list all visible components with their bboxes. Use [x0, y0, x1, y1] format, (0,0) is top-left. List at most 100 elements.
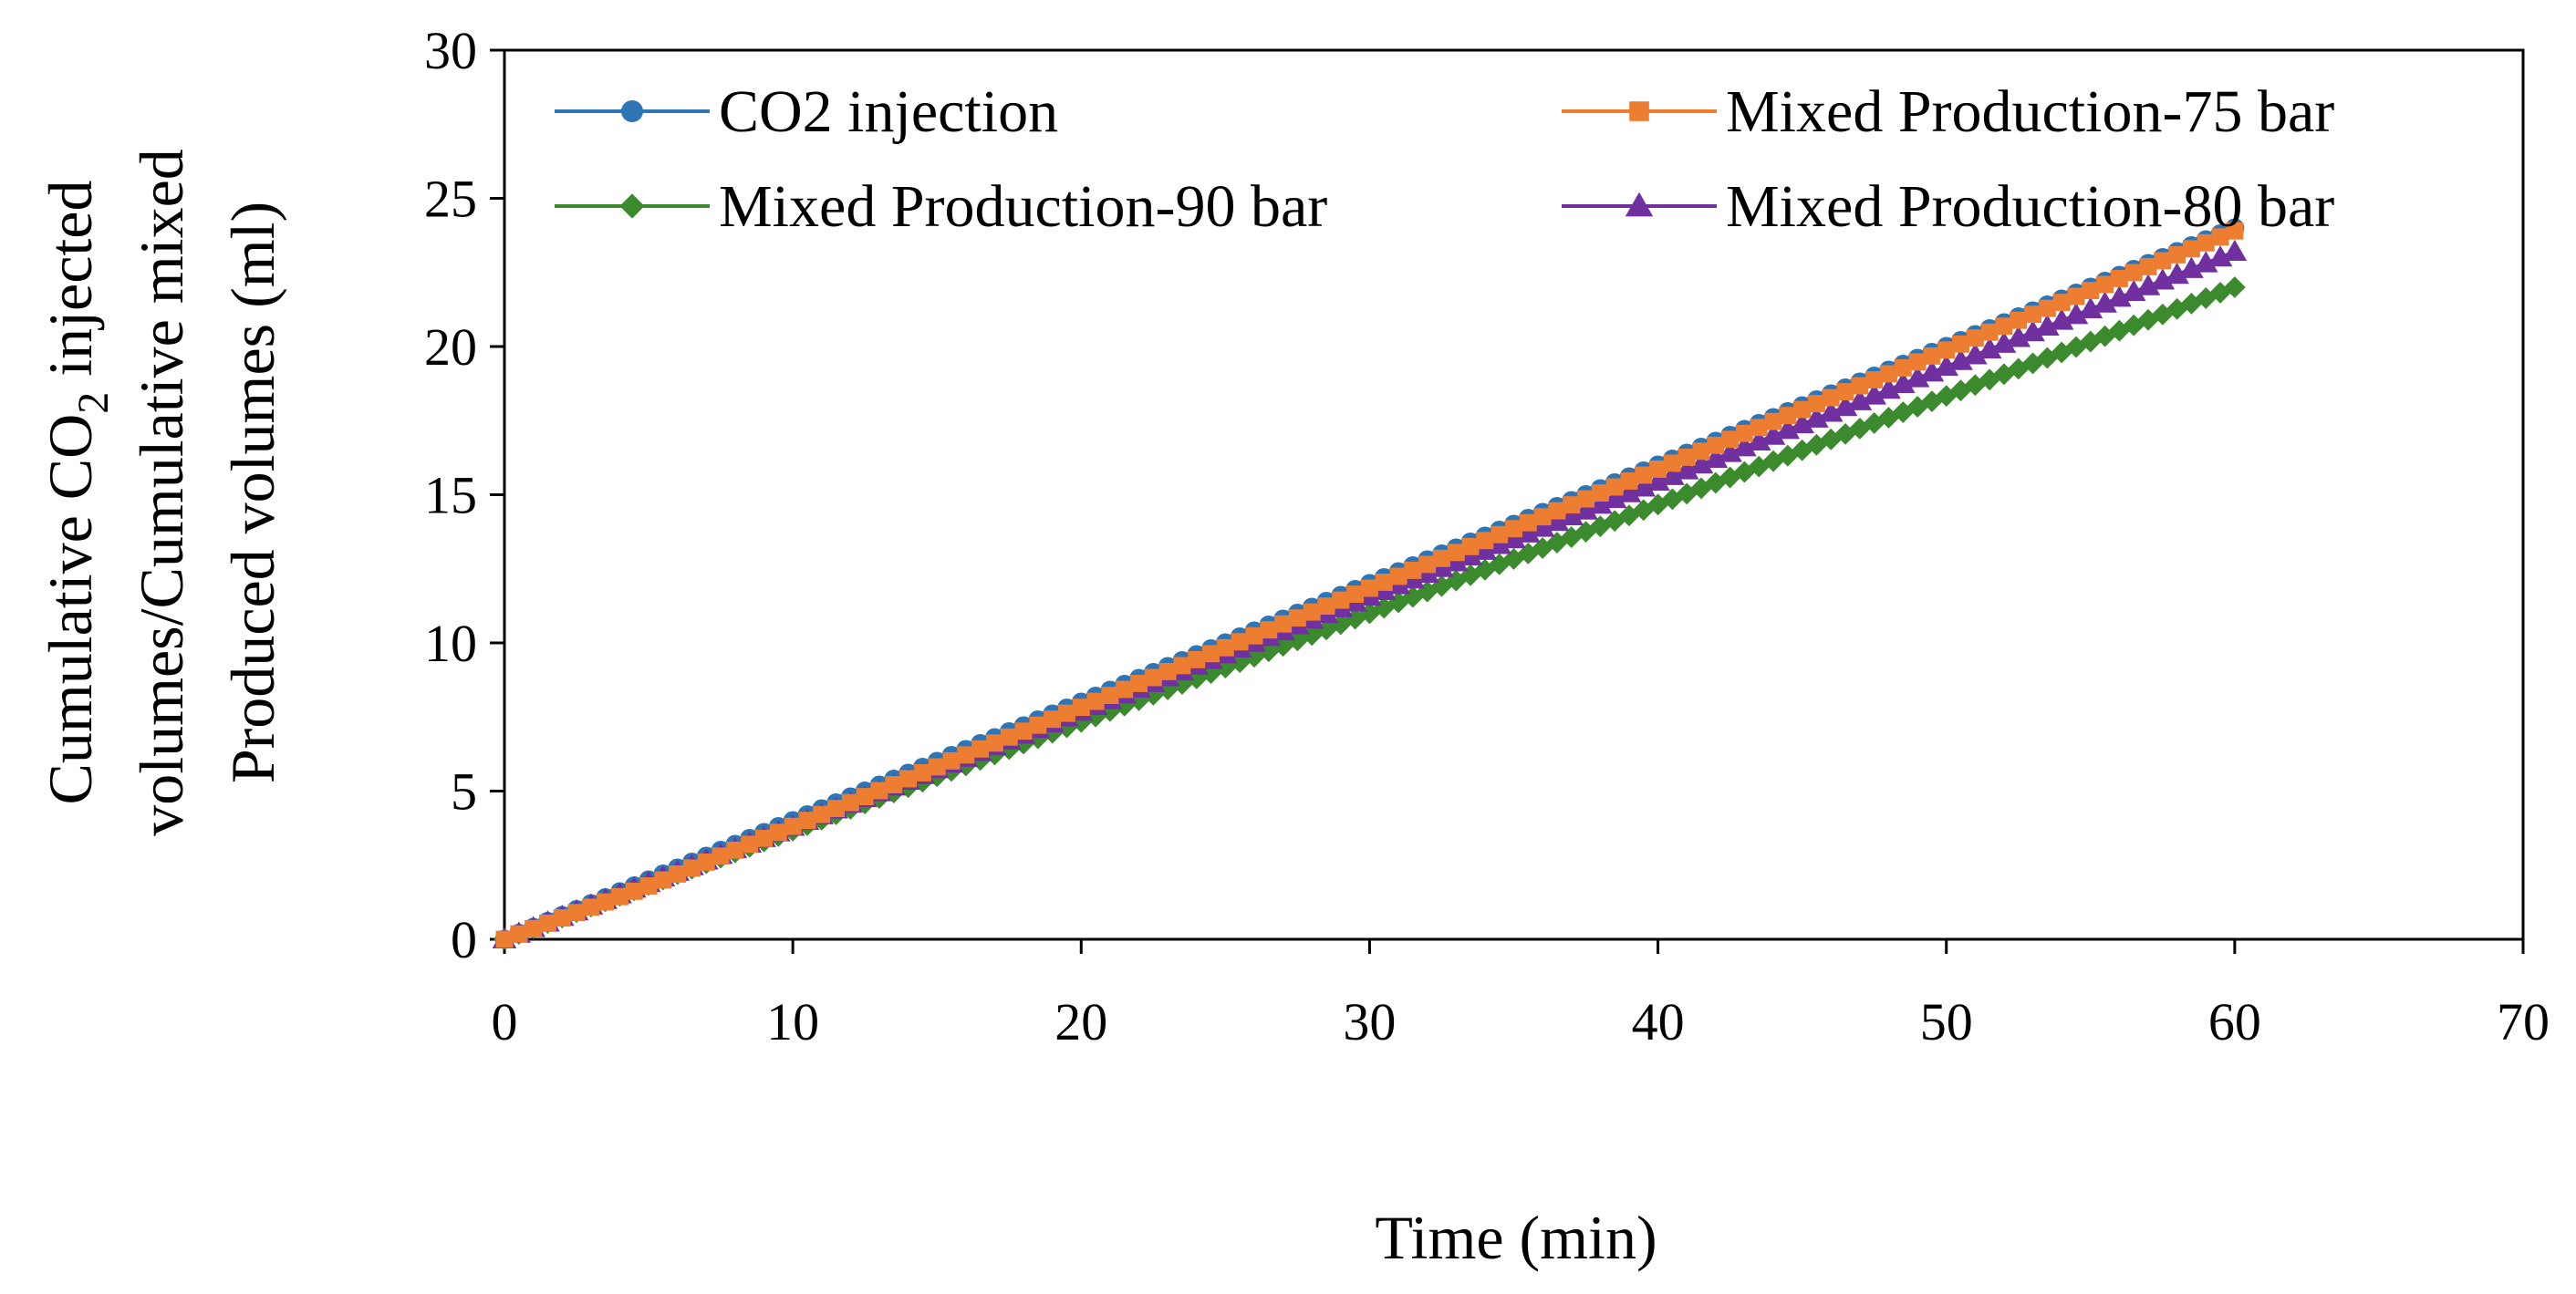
data-point [798, 812, 816, 830]
data-point [1934, 354, 1959, 377]
data-point [1793, 400, 1812, 419]
data-point [1574, 498, 1598, 520]
data-point [697, 853, 715, 871]
data-point [913, 763, 931, 782]
data-point [2193, 251, 2218, 273]
data-point [1995, 317, 2013, 336]
data-point [1635, 466, 1653, 484]
data-point [1447, 543, 1465, 562]
data-point [1808, 395, 1825, 413]
data-point [1646, 469, 1670, 492]
data-point [1688, 451, 1714, 474]
data-point [1692, 442, 1710, 461]
data-point [870, 782, 888, 800]
legend-marker [619, 193, 645, 219]
data-point [1044, 710, 1062, 729]
data-point [2222, 239, 2248, 261]
data-point [2035, 314, 2060, 336]
legend-label: Mixed Production-75 bar [1726, 78, 2334, 145]
data-point [1963, 343, 1988, 365]
data-point [1718, 440, 1742, 462]
data-point [1790, 411, 1814, 434]
data-point [1735, 424, 1753, 442]
data-point [538, 915, 556, 932]
data-point [2150, 268, 2176, 290]
data-point [1317, 597, 1335, 616]
data-point [1948, 348, 1973, 370]
data-point [2051, 341, 2073, 364]
data-point [1404, 561, 1422, 579]
y-tick-label: 10 [424, 614, 477, 673]
data-point [669, 864, 687, 883]
legend-item: Mixed Production-80 bar [1562, 173, 2334, 240]
data-point [1014, 722, 1033, 740]
data-point [1966, 329, 1984, 347]
data-point [1876, 378, 1901, 399]
data-point [2207, 245, 2233, 267]
data-point [1620, 472, 1638, 490]
data-point [1690, 477, 1712, 500]
data-point [1548, 502, 1566, 520]
data-point [1418, 555, 1437, 574]
data-point [2107, 285, 2132, 307]
data-point [2139, 257, 2157, 275]
data-point [1721, 430, 1740, 449]
data-point [1674, 458, 1699, 480]
data-point [625, 882, 643, 900]
data-point [1401, 585, 1424, 608]
data-point [582, 898, 600, 916]
y-axis-title-line1: Cumulative CO2 injected [36, 181, 118, 805]
data-point [1805, 433, 1828, 456]
data-point [1894, 358, 1912, 377]
data-point [1101, 687, 1119, 705]
legend: CO2 injection Mixed Production-75 bar Mixe… [555, 78, 2334, 240]
data-point [712, 847, 730, 865]
y-tick-label: 15 [424, 466, 477, 525]
data-point [1991, 331, 2017, 353]
data-point [769, 823, 787, 842]
data-point [1144, 668, 1162, 687]
data-point [1519, 513, 1537, 532]
data-point [1157, 678, 1179, 700]
legend-label: CO2 injection [719, 78, 1058, 145]
data-point [1202, 645, 1220, 663]
data-point [1461, 537, 1480, 555]
data-point [726, 841, 744, 859]
y-axis-title-subscript: 2 [69, 392, 118, 414]
data-point [1358, 602, 1381, 625]
data-point [611, 887, 628, 906]
x-axis-title: Time (min) [1375, 1203, 1657, 1272]
data-point [1245, 626, 1263, 645]
data-point [1764, 412, 1782, 430]
data-point [654, 871, 672, 889]
data-point [942, 751, 961, 770]
data-point [1851, 377, 1869, 395]
legend-item: Mixed Production-90 bar [555, 173, 1327, 240]
data-point [2124, 264, 2143, 282]
data-point [885, 776, 903, 793]
data-point [1605, 478, 1624, 496]
legend-label: Mixed Production-90 bar [719, 173, 1327, 240]
data-point [2135, 274, 2161, 295]
data-point [1822, 388, 1840, 407]
y-tick-label: 20 [424, 317, 477, 377]
data-point [2123, 314, 2145, 336]
data-point [1937, 341, 1956, 359]
x-tick-label: 0 [492, 992, 518, 1051]
data-point [813, 805, 831, 823]
data-point [1288, 609, 1306, 627]
data-point [1616, 481, 1642, 502]
data-point [1588, 492, 1613, 514]
data-point [1865, 371, 1884, 388]
data-point [741, 835, 759, 854]
data-point [1344, 607, 1366, 630]
data-point [1086, 692, 1105, 710]
data-point [1980, 323, 1999, 341]
data-point [2226, 222, 2244, 240]
data-point [1303, 603, 1321, 621]
data-point [1923, 347, 1941, 365]
data-point [1663, 454, 1681, 472]
data-point [1863, 412, 1885, 434]
data-point [1952, 335, 1969, 353]
